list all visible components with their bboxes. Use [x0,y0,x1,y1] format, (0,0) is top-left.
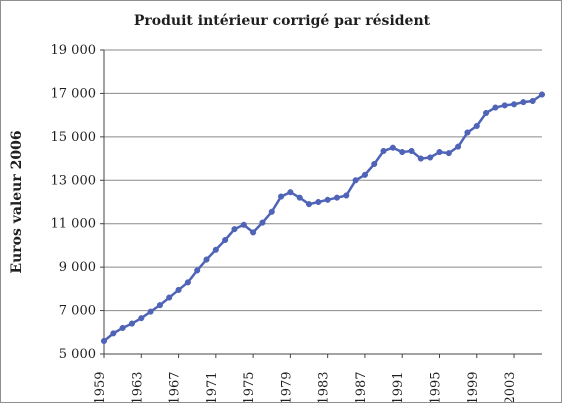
data-point [436,149,443,156]
data-point [538,91,546,98]
data-point [529,97,536,105]
data-point [250,229,257,236]
y-tick-label: 19 000 [51,43,97,58]
data-point [473,122,480,130]
data-point [324,196,331,203]
y-tick-label: 17 000 [51,86,97,101]
x-tick-label: 1979 [279,371,294,403]
data-point [166,294,173,301]
data-point [315,198,322,206]
data-point [138,315,145,322]
data-point [231,226,238,233]
series-line [102,93,544,343]
x-tick-label: 1991 [391,371,406,403]
data-point [333,194,341,201]
data-point [464,129,471,136]
axes [103,50,542,355]
x-tick-label: 1959 [93,371,108,403]
y-tick-label: 9 000 [59,260,96,275]
y-tick-label: 13 000 [51,173,97,188]
y-axis-ticks: 5 000 7 000 9 000 11 000 13 000 15 000 17 000 1… [51,43,104,362]
data-point [520,99,527,106]
data-point [510,101,518,108]
data-point [380,147,387,155]
x-tick-label: 1967 [168,371,183,403]
data-point [343,192,350,199]
data-point [455,143,462,150]
x-tick-label: 1971 [205,371,220,403]
data-point [305,201,313,208]
data-point [147,308,154,315]
x-axis-ticks: 1959 1963 1967 1971 1975 1979 1983 1987 1991 1995… [93,354,518,403]
x-tick-label: 1975 [242,371,257,403]
data-point [156,302,163,309]
data-point [203,256,210,263]
data-point [184,279,191,286]
y-tick-label: 7 000 [59,304,96,319]
y-tick-label: 11 000 [51,217,97,232]
data-point [175,286,182,293]
data-point [268,208,275,215]
data-point [259,219,266,226]
data-point [296,194,303,201]
data-point [278,193,285,200]
data-point [417,155,424,162]
data-point [483,109,490,117]
y-axis-label: Euros valeur 2006 [9,130,25,273]
x-tick-label: 2003 [503,371,518,403]
data-point [119,324,126,331]
data-point [287,189,294,196]
data-point [110,330,117,337]
data-point [240,221,247,228]
x-tick-label: 1999 [466,371,481,403]
x-tick-label: 1987 [354,371,369,403]
grid-lines [104,49,542,355]
chart-title: Produit intérieur corrigé par résident [134,13,431,29]
data-point [352,177,359,184]
data-point [212,246,219,253]
data-point [100,337,108,345]
x-tick-label: 1983 [317,371,332,403]
y-tick-label: 5 000 [59,347,96,362]
data-point [389,144,396,151]
data-point [194,267,201,274]
x-tick-label: 1963 [130,371,145,403]
data-point [427,154,434,161]
y-tick-label: 15 000 [51,130,97,145]
x-tick-label: 1995 [428,371,443,403]
series-layer [100,91,546,345]
data-point [371,160,378,168]
data-point [399,149,406,156]
data-point [222,236,229,244]
data-point [501,102,508,109]
data-point [492,104,499,111]
data-point [361,171,368,178]
data-point [445,150,452,157]
data-point [408,147,415,155]
data-point [128,320,136,327]
